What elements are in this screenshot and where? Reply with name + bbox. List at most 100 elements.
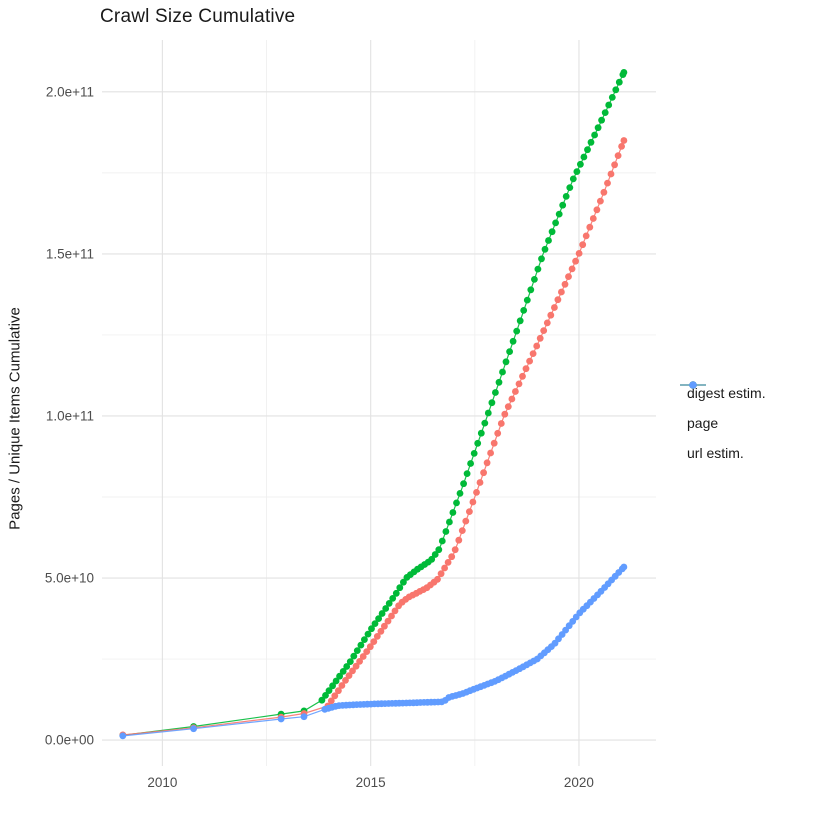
legend-key-url: [680, 381, 706, 389]
data-point-url-estim-: [190, 725, 198, 733]
data-point-page: [460, 480, 467, 488]
data-point-page: [382, 605, 390, 612]
data-point-page: [322, 692, 329, 699]
data-point-digest-estim-: [444, 559, 452, 566]
data-point-digest-estim-: [377, 627, 385, 635]
data-point-digest-estim-: [504, 403, 512, 410]
data-point-digest-estim-: [582, 232, 590, 240]
data-point-page: [389, 595, 397, 602]
data-point-digest-estim-: [540, 327, 548, 334]
data-point-page: [392, 589, 400, 597]
data-point-digest-estim-: [575, 250, 583, 257]
data-point-page: [470, 450, 478, 457]
data-point-page: [438, 537, 446, 545]
x-tick-label: 2020: [564, 775, 594, 790]
data-point-digest-estim-: [466, 508, 473, 515]
y-tick-label: 1.0e+11: [46, 408, 94, 423]
data-point-page: [499, 368, 506, 376]
data-point-digest-estim-: [473, 489, 480, 496]
data-point-page: [548, 228, 556, 236]
data-point-digest-estim-: [604, 179, 611, 187]
y-tick-label: 5.0e+10: [45, 571, 94, 586]
data-point-page: [336, 672, 343, 680]
data-point-page: [442, 528, 450, 535]
data-point-digest-estim-: [536, 334, 544, 342]
data-point-digest-estim-: [451, 546, 459, 554]
data-point-digest-estim-: [519, 372, 526, 380]
data-point-digest-estim-: [384, 617, 392, 625]
data-point-digest-estim-: [547, 311, 555, 319]
data-point-digest-estim-: [543, 319, 551, 327]
data-point-page: [559, 201, 567, 209]
data-point-digest-estim-: [437, 570, 445, 578]
data-point-page: [361, 636, 368, 643]
data-point-page: [474, 439, 482, 447]
y-tick-label: 1.5e+11: [46, 246, 94, 261]
data-point-page: [325, 687, 333, 694]
data-point-digest-estim-: [620, 137, 628, 144]
data-point-digest-estim-: [388, 612, 395, 620]
data-point-page: [364, 630, 372, 638]
data-point-url-estim-: [277, 715, 285, 723]
data-point-page: [577, 160, 584, 168]
data-point-page: [385, 600, 393, 607]
data-point-digest-estim-: [558, 288, 565, 296]
data-point-page: [591, 131, 598, 139]
data-point-page: [555, 210, 563, 218]
data-point-digest-estim-: [469, 498, 477, 506]
data-point-page: [538, 255, 545, 263]
data-point-page: [601, 109, 609, 116]
data-point-digest-estim-: [441, 564, 448, 572]
data-point-page: [375, 615, 382, 622]
data-point-page: [353, 647, 361, 654]
data-point-page: [566, 184, 574, 192]
data-point-digest-estim-: [345, 672, 353, 679]
data-point-page: [587, 138, 595, 146]
data-point-page: [523, 296, 531, 304]
data-point-page: [368, 625, 375, 633]
y-tick-label: 2.0e+11: [46, 84, 94, 99]
legend-item-page: page: [678, 381, 766, 438]
data-point-page: [516, 317, 524, 325]
data-point-digest-estim-: [572, 257, 579, 265]
data-point-page: [598, 116, 605, 124]
data-point-digest-estim-: [597, 197, 604, 205]
data-point-url-estim-: [300, 713, 308, 721]
data-point-digest-estim-: [554, 296, 562, 304]
data-point-digest-estim-: [561, 280, 569, 288]
data-point-page: [428, 555, 436, 563]
data-point-digest-estim-: [327, 697, 335, 705]
data-point-page: [467, 460, 474, 467]
data-point-digest-estim-: [356, 658, 363, 665]
data-point-page: [332, 677, 340, 685]
data-point-digest-estim-: [480, 469, 487, 477]
data-point-digest-estim-: [568, 265, 576, 273]
data-point-page: [449, 509, 457, 516]
data-point-page: [400, 578, 407, 586]
data-point-page: [615, 78, 623, 86]
data-point-digest-estim-: [515, 380, 523, 388]
data-point-page: [573, 168, 581, 176]
data-point-digest-estim-: [529, 350, 537, 357]
data-point-digest-estim-: [338, 682, 346, 689]
legend-key-dot: [689, 381, 697, 389]
data-point-digest-estim-: [448, 553, 456, 561]
data-point-digest-estim-: [501, 410, 509, 418]
data-point-digest-estim-: [373, 633, 381, 640]
data-point-url-estim-: [620, 563, 628, 571]
data-point-page: [484, 409, 492, 417]
data-point-digest-estim-: [522, 365, 530, 373]
data-point-digest-estim-: [600, 188, 608, 196]
data-point-digest-estim-: [614, 152, 622, 160]
data-point-page: [562, 193, 570, 200]
data-point-digest-estim-: [455, 536, 463, 544]
data-point-digest-estim-: [342, 677, 349, 684]
data-point-page: [608, 94, 616, 101]
data-point-page: [612, 86, 620, 94]
data-point-digest-estim-: [434, 575, 441, 583]
data-point-page: [513, 327, 521, 335]
data-point-digest-estim-: [462, 517, 470, 525]
x-tick-label: 2015: [356, 775, 386, 790]
data-point-digest-estim-: [349, 667, 356, 675]
